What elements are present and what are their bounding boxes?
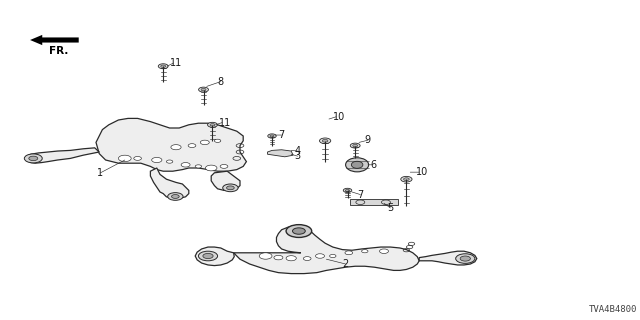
Circle shape [316, 254, 324, 258]
Circle shape [259, 253, 272, 259]
Circle shape [303, 257, 311, 260]
Text: 11: 11 [219, 117, 231, 128]
Text: FR.: FR. [49, 46, 68, 56]
Circle shape [292, 228, 305, 234]
Text: 9: 9 [365, 135, 371, 145]
Circle shape [29, 156, 38, 161]
Text: 4: 4 [294, 146, 301, 156]
Text: 2: 2 [342, 259, 349, 269]
Circle shape [214, 139, 221, 142]
Circle shape [460, 256, 470, 261]
Circle shape [171, 145, 181, 150]
Ellipse shape [351, 161, 363, 168]
Circle shape [286, 256, 296, 261]
Circle shape [161, 65, 166, 68]
Circle shape [158, 64, 168, 69]
Text: 10: 10 [416, 167, 428, 177]
Text: 7: 7 [278, 130, 285, 140]
Polygon shape [234, 226, 419, 274]
Circle shape [404, 178, 409, 180]
Circle shape [401, 176, 412, 182]
Circle shape [24, 154, 42, 163]
Text: 7: 7 [357, 189, 364, 200]
Circle shape [353, 144, 358, 147]
Polygon shape [211, 171, 240, 190]
Circle shape [134, 156, 141, 160]
Polygon shape [26, 148, 99, 163]
Polygon shape [268, 150, 293, 157]
Text: 10: 10 [333, 112, 345, 122]
Circle shape [286, 225, 312, 237]
Circle shape [346, 189, 349, 191]
Circle shape [152, 157, 162, 163]
Circle shape [223, 184, 238, 192]
Circle shape [343, 188, 352, 193]
Circle shape [207, 122, 218, 127]
Text: TVA4B4800: TVA4B4800 [588, 305, 637, 314]
Circle shape [330, 254, 336, 258]
Circle shape [323, 140, 328, 142]
Circle shape [118, 155, 131, 162]
Circle shape [168, 193, 183, 200]
Circle shape [380, 249, 388, 253]
Circle shape [345, 251, 353, 255]
Circle shape [274, 255, 283, 260]
Polygon shape [351, 199, 398, 205]
Circle shape [220, 164, 228, 168]
Circle shape [350, 143, 360, 148]
Circle shape [203, 253, 213, 259]
Text: 8: 8 [218, 76, 224, 87]
Polygon shape [195, 247, 234, 266]
Circle shape [227, 186, 234, 190]
Text: 1: 1 [97, 168, 104, 178]
Circle shape [201, 88, 206, 91]
Circle shape [188, 144, 196, 148]
Polygon shape [30, 35, 79, 45]
Circle shape [210, 124, 215, 126]
Circle shape [172, 195, 179, 198]
Text: 11: 11 [170, 58, 182, 68]
Circle shape [195, 165, 202, 168]
Text: 5: 5 [387, 203, 394, 213]
Text: 3: 3 [294, 151, 301, 161]
Polygon shape [150, 168, 189, 198]
Circle shape [319, 138, 331, 144]
Circle shape [198, 87, 209, 92]
Circle shape [205, 165, 217, 171]
Circle shape [362, 250, 368, 253]
Polygon shape [96, 118, 246, 171]
Circle shape [456, 254, 475, 263]
Circle shape [268, 134, 276, 138]
Circle shape [200, 140, 209, 145]
Text: 6: 6 [370, 160, 376, 170]
Ellipse shape [346, 158, 369, 172]
Circle shape [270, 135, 274, 137]
Circle shape [181, 163, 190, 167]
Polygon shape [419, 251, 477, 265]
Circle shape [198, 251, 218, 261]
Circle shape [166, 160, 173, 163]
